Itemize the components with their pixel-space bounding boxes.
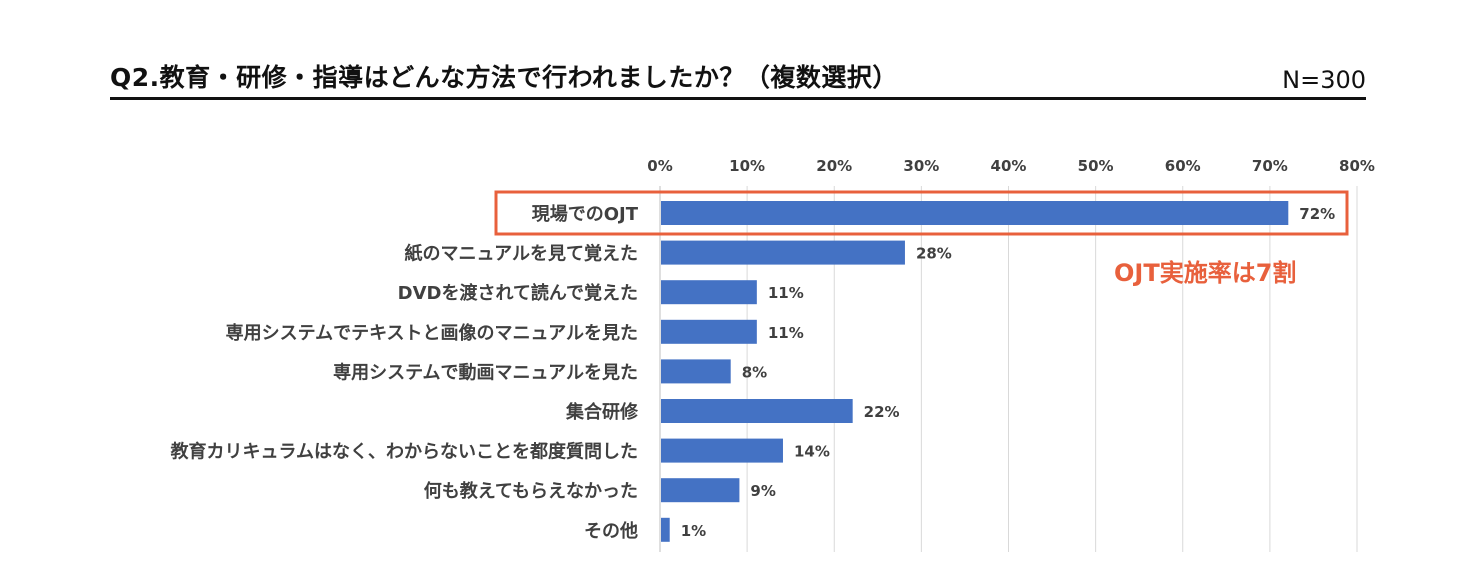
x-tick-label: 40% (991, 157, 1027, 175)
bar (661, 438, 783, 463)
bar (661, 359, 731, 384)
data-label: 14% (794, 443, 830, 461)
data-label: 11% (768, 324, 804, 342)
data-label: 9% (750, 482, 775, 500)
x-tick-label: 10% (729, 157, 765, 175)
bar (661, 478, 740, 503)
category-label: 専用システムでテキストと画像のマニュアルを見た (226, 322, 638, 344)
category-label: 教育カリキュラムはなく、わからないことを都度質問した (171, 441, 638, 463)
data-label: 11% (768, 284, 804, 302)
category-label: 現場でのOJT (532, 204, 639, 225)
x-tick-label: 80% (1339, 157, 1375, 175)
category-label: 専用システムで動画マニュアルを見た (333, 361, 638, 383)
bar (661, 240, 905, 265)
bar (661, 280, 757, 305)
sample-size-label: N=300 (1282, 66, 1366, 94)
x-tick-label: 0% (647, 157, 672, 175)
category-label: 紙のマニュアルを見て覚えた (405, 243, 638, 265)
page-title: Q2.教育・研修・指導はどんな方法で行われましたか？（複数選択） (110, 63, 898, 92)
data-label: 72% (1299, 205, 1335, 223)
bar (661, 319, 757, 344)
data-label: 8% (742, 363, 767, 381)
category-label: 集合研修 (565, 401, 639, 423)
highlight-box (494, 190, 1349, 236)
data-label: 22% (864, 403, 900, 421)
bar (661, 399, 853, 423)
x-tick-label: 30% (903, 157, 939, 175)
data-label: 28% (916, 245, 952, 263)
bar (661, 517, 670, 542)
x-tick-label: 70% (1252, 157, 1288, 175)
x-tick-label: 60% (1165, 157, 1201, 175)
callout-annotation: OJT実施率は7割 (1114, 259, 1297, 287)
bar (661, 201, 1289, 225)
category-label: その他 (584, 520, 638, 542)
data-label: 1% (681, 522, 706, 540)
title-underline (110, 97, 1366, 100)
category-label: DVDを渡されて読んで覚えた (398, 282, 638, 304)
x-tick-label: 20% (816, 157, 852, 175)
category-label: 何も教えてもらえなかった (424, 480, 638, 502)
x-tick-label: 50% (1078, 157, 1114, 175)
